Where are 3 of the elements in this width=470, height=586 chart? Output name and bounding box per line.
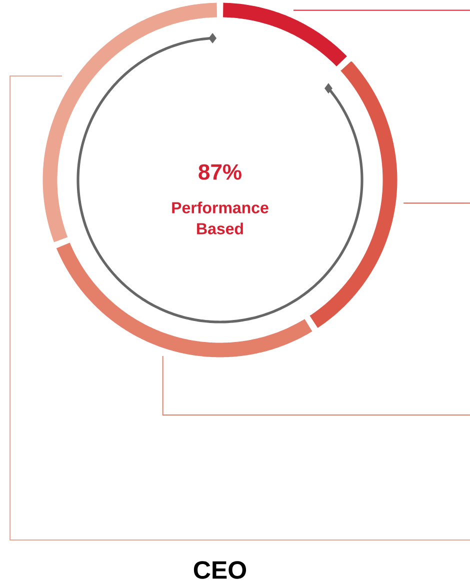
text: CEO [194, 561, 246, 579]
text: 87% [198, 164, 242, 180]
text: Performance Based [172, 202, 268, 234]
